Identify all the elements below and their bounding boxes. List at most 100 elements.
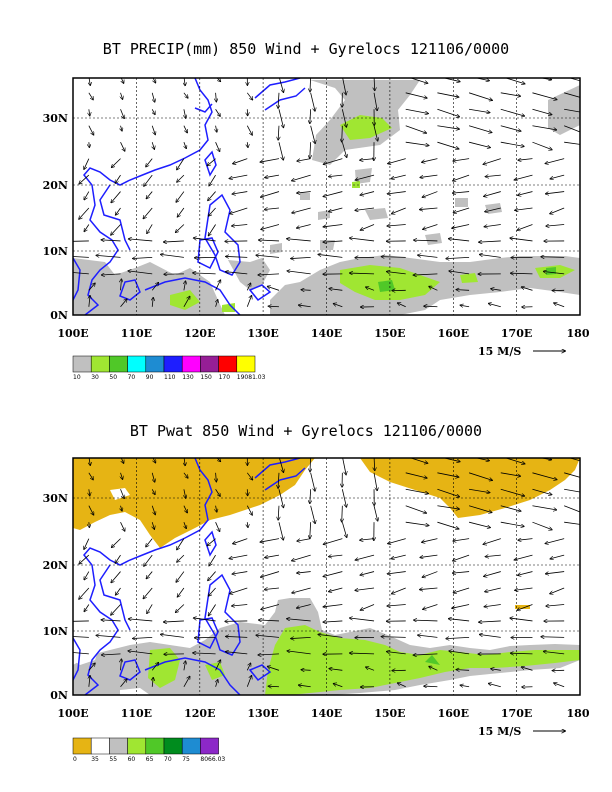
wind-vector [422,191,438,198]
wind-vector [176,571,185,582]
wind-vector [146,538,153,547]
wind-vector [522,667,533,671]
wind-vector [151,125,155,135]
wind-vector [292,174,311,181]
colorbar-swatch [145,737,165,755]
wind-vector [216,472,217,482]
wind-vector [469,108,489,112]
wind-vector [456,290,470,291]
wind-vector [233,538,248,544]
wind-vector [323,241,343,242]
wind-vector [504,78,525,83]
wind-vector [73,240,89,242]
wind-vector [151,283,158,291]
wind-vector [246,663,250,671]
wind-vector [261,571,280,578]
wind-vector [230,207,248,214]
wind-vector [544,651,565,655]
wind-vector [324,158,343,165]
wind-vector [446,257,470,258]
wind-vector [342,125,343,142]
wind-vector [350,238,375,242]
wind-vector [133,257,153,258]
wind-vector [453,174,470,181]
wind-vector [161,634,184,638]
wind-vector [88,472,93,480]
wind-vector [84,224,90,231]
wind-vector [518,539,533,541]
wind-vector [164,621,184,622]
wind-vector [437,141,458,149]
wind-vector [89,109,90,115]
wind-vector [442,78,459,81]
wind-vector [422,538,438,543]
wind-vector [246,92,252,100]
wind-vector [387,652,406,655]
wind-vector [278,472,279,488]
colorbar-label: 110 [164,374,176,381]
wind-vector [468,505,491,513]
wind-vector [88,283,95,291]
wind-vector [291,637,311,638]
wind-vector [209,604,216,615]
wind-vector [366,667,375,671]
wind-vector [121,458,124,463]
wind-vector [484,224,501,226]
ref-vector-label: 15 M/S [478,345,521,358]
wind-vector [194,238,216,242]
wind-vector [287,619,311,622]
wind-vector [479,241,501,242]
wind-vector [550,587,565,594]
wind-vector [517,224,533,230]
wind-vector [161,254,184,258]
wind-vector [207,538,216,546]
wind-vector [184,522,186,528]
wind-vector [88,92,93,100]
wind-vector [297,572,311,574]
wind-vector [246,283,250,291]
wind-vector [310,142,311,158]
wind-vector [128,271,153,275]
wind-vector [111,191,121,203]
wind-vector [183,297,190,307]
wind-vector [446,637,470,638]
wind-vector [414,654,438,655]
wind-vector [89,489,90,495]
wind-vector [532,505,556,510]
wind-vector [414,240,438,241]
wind-vector [437,92,458,97]
wind-vector [329,669,343,671]
colorbar-swatch [109,737,128,755]
wind-vector [260,158,280,162]
wind-vector [568,78,580,82]
y-tick-label: 30N [43,492,68,505]
wind-vector [258,654,279,655]
wind-vector [310,522,311,538]
wind-vector [268,286,280,291]
wind-vector [111,224,121,234]
wind-vector [208,571,216,581]
wind-vector [121,125,122,131]
y-tick-label: 10N [43,245,68,258]
wind-vector [121,279,122,291]
wind-vector [453,572,470,574]
wind-vector [469,488,489,492]
panel2-title: BT Pwat 850 Wind + Gyrelocs 121106/0000 [129,422,483,440]
wind-vector [115,174,121,183]
wind-vector [96,255,121,258]
wind-vector [258,274,279,275]
wind-vector [546,191,565,194]
wind-vector [297,192,311,194]
wind-vector [183,677,190,687]
wind-vector [184,142,186,148]
wind-vector [73,620,89,622]
wind-vector [183,505,187,513]
wind-vector [355,207,375,210]
wind-vector [215,109,220,116]
wind-vector [323,621,343,622]
wind-vector [468,141,490,147]
wind-vector [73,652,89,655]
colorbar-swatch [200,737,219,755]
colorbar-label: 75 [182,756,190,763]
wind-vector [152,109,155,114]
